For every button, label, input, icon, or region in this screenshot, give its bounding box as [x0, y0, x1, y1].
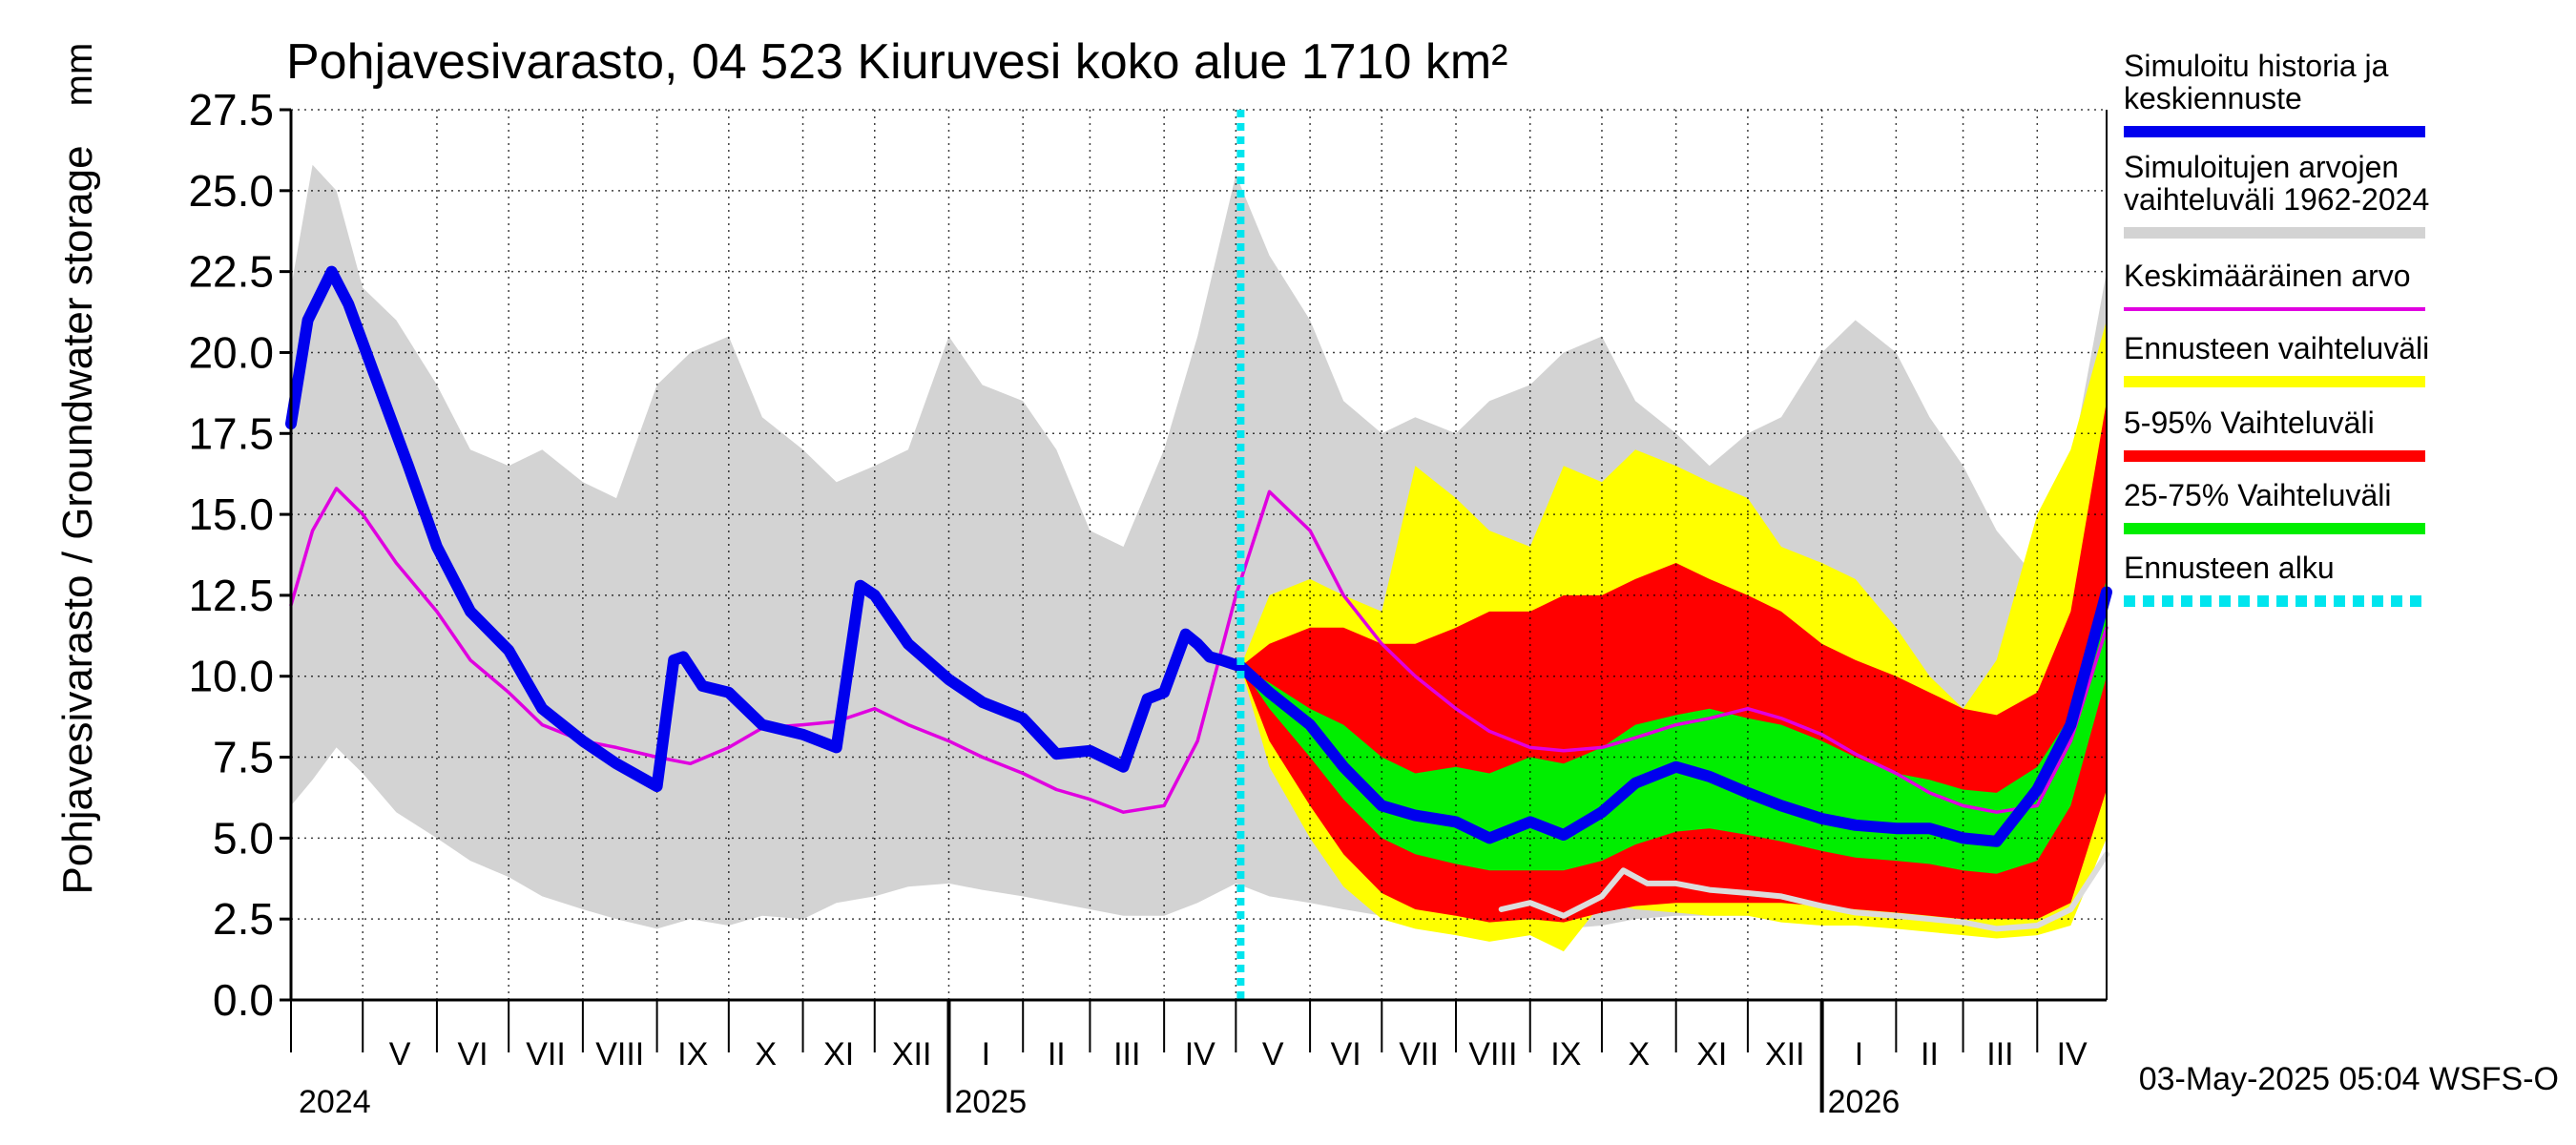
month-label: IX [677, 1036, 708, 1072]
min-range-line [1498, 851, 2109, 932]
month-label: XII [892, 1036, 932, 1072]
chart-title: Pohjavesivarasto, 04 523 Kiuruvesi koko … [286, 34, 1508, 90]
plot-area [285, 109, 2112, 1001]
month-label: VIII [1468, 1036, 1517, 1072]
y-axis-label: Pohjavesivarasto / Groundwater storage [54, 145, 101, 894]
y-tick-label: 22.5 [188, 247, 274, 297]
mean-line [289, 487, 2109, 814]
month-label: XI [823, 1036, 854, 1072]
y-tick-label: 12.5 [188, 571, 274, 620]
y-tick-label: 5.0 [213, 813, 274, 863]
legend-label: 5-95% Vaihteluväli [2124, 406, 2375, 440]
legend-label: Keskimääräinen arvo [2124, 259, 2411, 293]
month-label: VII [1399, 1036, 1439, 1072]
grid [291, 109, 2107, 1001]
y-tick-label: 2.5 [213, 894, 274, 944]
month-label: XI [1696, 1036, 1727, 1072]
legend-label: Simuloitujen arvojen [2124, 150, 2399, 184]
main-simulation-line [285, 265, 2112, 847]
legend-label: Ennusteen alku [2124, 551, 2335, 585]
legend-label: 25-75% Vaihteluväli [2124, 478, 2391, 512]
month-label: II [1048, 1036, 1066, 1072]
month-label: VI [1331, 1036, 1361, 1072]
y-tick-label: 17.5 [188, 408, 274, 458]
month-label: X [755, 1036, 777, 1072]
year-label: 2025 [954, 1084, 1027, 1120]
y-tick-label: 20.0 [188, 327, 274, 377]
y-axis-unit: mm [58, 43, 100, 107]
y-tick-label: 0.0 [213, 975, 274, 1025]
month-label: IV [2057, 1036, 2088, 1072]
month-label: V [1262, 1036, 1284, 1072]
legend-label: Simuloitu historia ja [2124, 49, 2389, 83]
month-label: V [389, 1036, 411, 1072]
legend-label: Ennusteen vaihteluväli [2124, 331, 2429, 365]
month-label: III [1986, 1036, 2013, 1072]
legend-label: keskiennuste [2124, 81, 2302, 115]
month-label: I [1855, 1036, 1863, 1072]
month-label: XII [1765, 1036, 1805, 1072]
year-label: 2026 [1828, 1084, 1901, 1120]
month-label: I [982, 1036, 990, 1072]
month-label: IX [1550, 1036, 1581, 1072]
month-label: VIII [595, 1036, 644, 1072]
month-label: X [1628, 1036, 1650, 1072]
y-tick-label: 25.0 [188, 166, 274, 216]
year-label: 2024 [299, 1084, 371, 1120]
y-tick-label: 27.5 [188, 85, 274, 135]
y-tick-label: 15.0 [188, 489, 274, 539]
month-label: VI [457, 1036, 488, 1072]
y-tick-label: 7.5 [213, 733, 274, 782]
axes: 0.0 2.5 5.0 7.5 10.0 12.5 15.0 17.5 20.0 22.5 25.0… [188, 85, 2108, 1120]
y-tick-label: 10.0 [188, 652, 274, 701]
timestamp-label: 03-May-2025 05:04 WSFS-O [2139, 1061, 2559, 1097]
month-label: VII [526, 1036, 566, 1072]
month-label: II [1921, 1036, 1939, 1072]
legend-label: vaihteluväli 1962-2024 [2124, 182, 2429, 217]
month-label: IV [1185, 1036, 1215, 1072]
month-label: III [1113, 1036, 1140, 1072]
